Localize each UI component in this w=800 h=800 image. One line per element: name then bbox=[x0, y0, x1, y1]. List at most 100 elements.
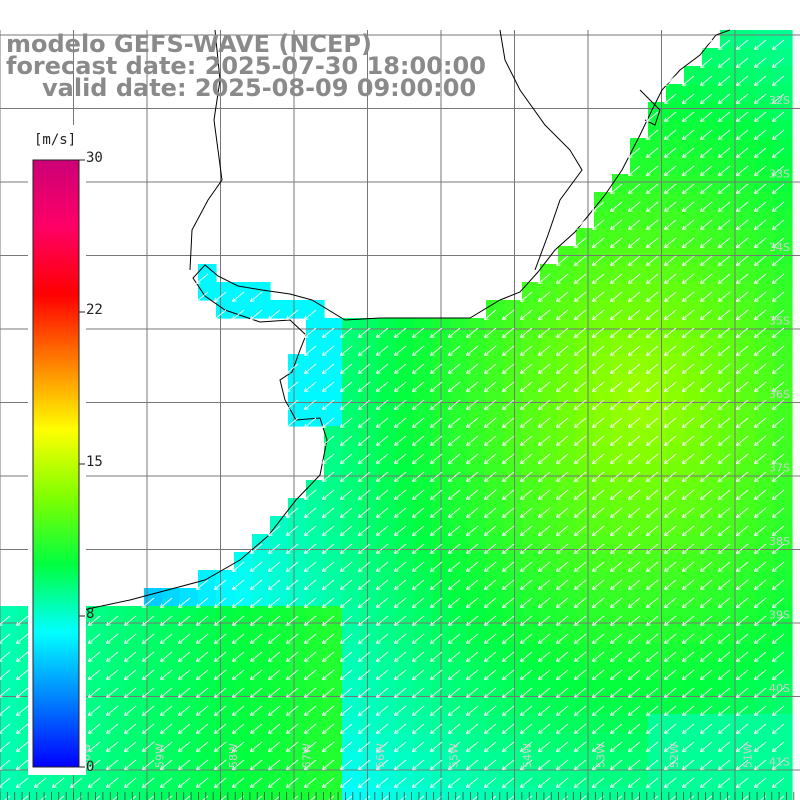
wind-arrow bbox=[376, 471, 389, 483]
wind-arrow bbox=[394, 327, 407, 339]
wind-arrow bbox=[340, 525, 353, 537]
wind-arrow bbox=[412, 399, 425, 411]
wind-arrow bbox=[754, 309, 767, 321]
wind-arrow bbox=[700, 201, 713, 213]
wind-arrow bbox=[520, 381, 533, 393]
wind-arrow bbox=[610, 363, 623, 375]
longitude-label: 52W bbox=[668, 743, 681, 768]
wind-arrow bbox=[700, 543, 713, 555]
wind-cell bbox=[162, 786, 181, 800]
wind-arrow bbox=[376, 327, 389, 339]
wind-arrow bbox=[718, 345, 731, 357]
wind-arrow bbox=[610, 381, 623, 393]
wind-arrow bbox=[286, 507, 299, 519]
wind-arrow bbox=[538, 435, 551, 447]
wind-arrow bbox=[592, 525, 605, 537]
wind-arrow bbox=[502, 543, 515, 555]
colorbar-gradient bbox=[32, 159, 80, 768]
wind-arrow bbox=[322, 363, 335, 375]
wind-arrow bbox=[592, 453, 605, 465]
wind-cell bbox=[198, 786, 217, 800]
wind-arrow bbox=[772, 111, 785, 123]
wind-arrow bbox=[754, 93, 767, 105]
wind-arrow bbox=[592, 327, 605, 339]
wind-arrow bbox=[754, 435, 767, 447]
wind-arrow bbox=[610, 561, 623, 573]
wind-arrow bbox=[610, 399, 623, 411]
wind-arrow bbox=[736, 453, 749, 465]
wind-arrow bbox=[466, 543, 479, 555]
wind-arrow bbox=[430, 579, 443, 591]
wind-arrow bbox=[304, 489, 317, 501]
longitude-label: 51W bbox=[742, 743, 755, 768]
wind-arrow bbox=[412, 345, 425, 357]
wind-arrow bbox=[772, 363, 785, 375]
wind-arrow bbox=[340, 327, 353, 339]
wind-arrow bbox=[754, 453, 767, 465]
wind-arrow bbox=[610, 525, 623, 537]
wind-arrow bbox=[646, 525, 659, 537]
wind-arrow bbox=[664, 129, 677, 141]
wind-cell bbox=[180, 786, 199, 800]
wind-arrow bbox=[430, 489, 443, 501]
wind-arrow bbox=[214, 309, 227, 321]
wind-arrow bbox=[718, 201, 731, 213]
wind-arrow bbox=[448, 345, 461, 357]
wind-arrow bbox=[268, 309, 281, 321]
wind-arrow bbox=[286, 381, 299, 393]
wind-arrow bbox=[736, 327, 749, 339]
wind-cell bbox=[720, 786, 739, 800]
wind-arrow bbox=[736, 525, 749, 537]
wind-arrow bbox=[466, 453, 479, 465]
wind-arrow bbox=[574, 237, 587, 249]
wind-arrow bbox=[286, 309, 299, 321]
wind-arrow bbox=[718, 165, 731, 177]
wind-arrow bbox=[232, 561, 245, 573]
wind-arrow bbox=[628, 291, 641, 303]
wind-arrow bbox=[646, 219, 659, 231]
wind-arrow bbox=[628, 273, 641, 285]
wind-arrow bbox=[754, 525, 767, 537]
wind-arrow bbox=[322, 453, 335, 465]
wind-arrow bbox=[538, 309, 551, 321]
wind-arrow bbox=[754, 183, 767, 195]
longitude-label: 59W bbox=[154, 743, 167, 768]
wind-arrow bbox=[772, 489, 785, 501]
border-line bbox=[189, 29, 223, 271]
wind-arrow bbox=[700, 75, 713, 87]
wind-arrow bbox=[592, 273, 605, 285]
wind-arrow bbox=[610, 453, 623, 465]
longitude-label: 54W bbox=[521, 743, 534, 768]
wind-arrow bbox=[358, 363, 371, 375]
wind-arrow bbox=[556, 525, 569, 537]
wind-arrow bbox=[628, 165, 641, 177]
wind-arrow bbox=[448, 507, 461, 519]
wind-arrow bbox=[646, 345, 659, 357]
wind-arrow bbox=[520, 453, 533, 465]
wind-arrow bbox=[394, 363, 407, 375]
wind-arrow bbox=[538, 417, 551, 429]
wind-arrow bbox=[412, 579, 425, 591]
wind-cell bbox=[306, 786, 325, 800]
wind-arrow bbox=[412, 453, 425, 465]
wind-arrow bbox=[646, 291, 659, 303]
wind-arrow bbox=[304, 363, 317, 375]
wind-arrow bbox=[340, 543, 353, 555]
wind-arrow bbox=[556, 561, 569, 573]
wind-arrow bbox=[682, 201, 695, 213]
wind-arrow bbox=[556, 291, 569, 303]
wind-arrow bbox=[664, 543, 677, 555]
wind-arrow bbox=[394, 399, 407, 411]
wind-arrow bbox=[304, 309, 317, 321]
wind-arrow bbox=[520, 309, 533, 321]
wind-arrow bbox=[484, 435, 497, 447]
wind-arrow bbox=[520, 579, 533, 591]
wind-arrow bbox=[646, 417, 659, 429]
wind-arrow bbox=[664, 381, 677, 393]
wind-arrow bbox=[538, 471, 551, 483]
wind-arrow bbox=[772, 201, 785, 213]
wind-arrow bbox=[448, 435, 461, 447]
wind-arrow bbox=[736, 93, 749, 105]
wind-arrow bbox=[718, 111, 731, 123]
wind-arrow bbox=[358, 417, 371, 429]
